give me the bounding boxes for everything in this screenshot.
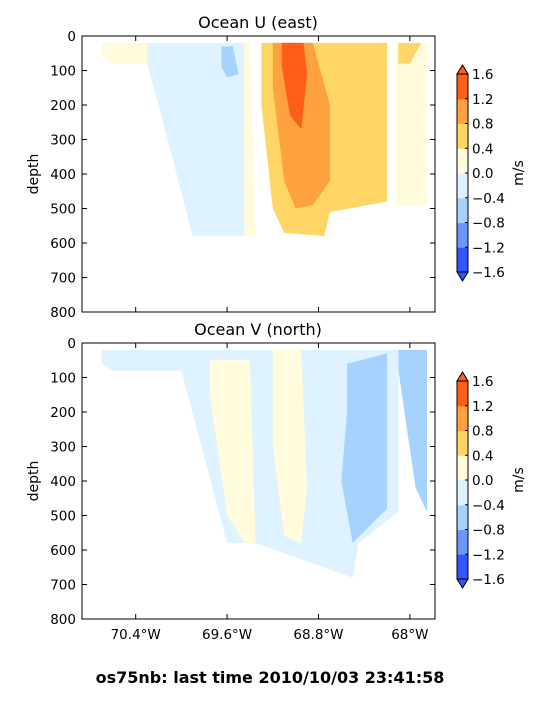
x-tick-label-0: 70.4°W: [111, 627, 161, 643]
colorbar-segment-v-4: [457, 455, 468, 481]
y-tick-label-u-6: 600: [50, 236, 76, 252]
y-axis-label-v: depth: [26, 461, 42, 502]
colorbar-segment-v-3: [457, 480, 468, 506]
contour-region-u-2: [221, 46, 239, 78]
contour-region-v-4: [398, 349, 427, 512]
x-tick-label-2: 68.8°W: [293, 627, 343, 643]
colorbar-label-u: m/s: [511, 160, 527, 186]
colorbar-segment-v-5: [457, 430, 468, 456]
colorbar-tick-label-v-5: 0.4: [472, 448, 493, 464]
panel-ocean-u: Ocean U (east) 0 100 200 300 400 500 600 700 800…: [26, 13, 436, 321]
colorbar-u: −1.6 −1.2 −0.8 −0.4 0.0 0.4 0.8 1.2 1.6 m/s: [456, 64, 527, 282]
colorbar-segment-u-5: [457, 123, 468, 149]
y-tick-label-u-5: 500: [50, 202, 76, 218]
contour-layer-v: [101, 349, 427, 578]
colorbar-label-v: m/s: [511, 467, 527, 493]
colorbar-tick-label-u-3: −0.4: [472, 191, 505, 207]
y-tick-label-u-0: 0: [67, 29, 76, 45]
x-tick-label-3: 68°W: [391, 627, 428, 643]
contour-region-v-2: [272, 349, 308, 544]
x-ticks-u: [135, 36, 411, 312]
colorbar-tick-label-u-7: 1.2: [472, 92, 493, 108]
colorbar-v: −1.6 −1.2 −0.8 −0.4 0.0 0.4 0.8 1.2 1.6 m/s: [456, 371, 527, 589]
y-tick-label-v-1: 100: [50, 371, 76, 387]
y-tick-label-v-5: 500: [50, 509, 76, 525]
colorbar-segment-u-6: [457, 98, 468, 124]
colorbar-tick-label-v-7: 1.2: [472, 399, 493, 415]
colorbar-tick-label-u-6: 0.8: [472, 117, 493, 133]
colorbar-segment-u-1: [457, 222, 468, 248]
y-tick-label-u-3: 300: [50, 133, 76, 149]
colorbar-segment-v-7: [457, 381, 468, 407]
colorbar-tick-label-u-8: 1.6: [472, 67, 493, 83]
x-tick-label-1: 69.6°W: [202, 627, 252, 643]
figure-suptitle: os75nb: last time 2010/10/03 23:41:58: [96, 668, 445, 687]
contour-region-u-6: [396, 42, 427, 206]
y-tick-label-v-6: 600: [50, 543, 76, 559]
colorbar-segment-v-0: [457, 554, 468, 580]
y-ticks-v: 0 100 200 300 400 500 600 700 800: [50, 336, 435, 628]
y-tick-label-v-2: 200: [50, 405, 76, 421]
colorbar-tick-label-v-2: −0.8: [472, 523, 505, 539]
colorbar-tick-label-u-5: 0.4: [472, 141, 493, 157]
y-tick-label-u-1: 100: [50, 64, 76, 80]
colorbar-segment-u-7: [457, 74, 468, 100]
contour-region-u-7: [398, 42, 422, 64]
colorbar-segment-u-4: [457, 148, 468, 174]
colorbar-segment-u-0: [457, 247, 468, 273]
colorbar-tick-label-v-4: 0.0: [472, 473, 493, 489]
colorbar-extend-max-u: [456, 64, 469, 75]
colorbar-tick-label-v-1: −1.2: [472, 547, 505, 563]
y-tick-label-v-8: 800: [50, 612, 76, 628]
colorbar-tick-label-u-0: −1.6: [472, 265, 505, 281]
contour-region-u-5: [281, 42, 308, 130]
contour-region-v-1: [209, 360, 256, 544]
colorbar-segment-v-1: [457, 529, 468, 555]
colorbar-tick-label-v-3: −0.4: [472, 498, 505, 514]
colorbar-tick-label-v-0: −1.6: [472, 572, 505, 588]
y-tick-label-v-4: 400: [50, 474, 76, 490]
colorbar-tick-label-u-1: −1.2: [472, 240, 505, 256]
y-tick-label-u-4: 400: [50, 167, 76, 183]
colorbar-extend-min-u: [456, 271, 469, 282]
panel-title-u: Ocean U (east): [198, 13, 318, 32]
y-tick-label-v-0: 0: [67, 336, 76, 352]
y-tick-label-u-8: 800: [50, 305, 76, 321]
y-ticks-u: 0 100 200 300 400 500 600 700 800: [50, 29, 435, 321]
colorbar-segment-v-6: [457, 405, 468, 431]
contour-region-v-3: [341, 353, 387, 544]
y-tick-label-u-2: 200: [50, 98, 76, 114]
colorbar-tick-label-v-6: 0.8: [472, 424, 493, 440]
contour-layer-u: [101, 42, 427, 237]
y-tick-label-u-7: 700: [50, 271, 76, 287]
y-tick-label-v-3: 300: [50, 440, 76, 456]
x-ticks-v: 70.4°W 69.6°W 68.8°W 68°W: [111, 343, 429, 643]
colorbar-extend-max-v: [456, 371, 469, 382]
colorbar-tick-label-u-4: 0.0: [472, 166, 493, 182]
panel-ocean-v: Ocean V (north) 0 100 200 300 400 500 600 700 80…: [26, 320, 436, 643]
colorbar-extend-min-v: [456, 578, 469, 589]
colorbar-segment-u-2: [457, 197, 468, 223]
colorbar-tick-label-v-8: 1.6: [472, 374, 493, 390]
contour-region-u-1: [147, 42, 245, 237]
panel-title-v: Ocean V (north): [194, 320, 322, 339]
colorbar-tick-label-u-2: −0.8: [472, 216, 505, 232]
y-axis-label-u: depth: [26, 154, 42, 195]
colorbar-segment-v-2: [457, 504, 468, 530]
y-tick-label-v-7: 700: [50, 578, 76, 594]
colorbar-segment-u-3: [457, 173, 468, 199]
